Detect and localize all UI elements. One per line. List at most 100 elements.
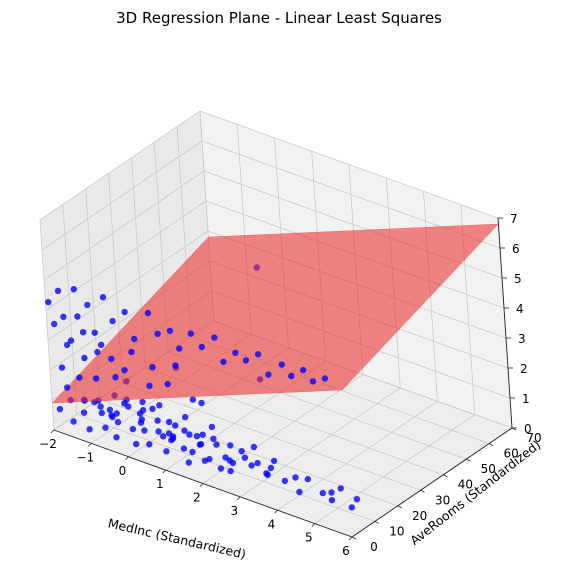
x-tick-mark bbox=[162, 469, 167, 474]
grid-line-x-floor bbox=[202, 374, 364, 484]
scatter-point bbox=[197, 441, 205, 448]
grid-line-z-back bbox=[199, 110, 499, 219]
scatter-point bbox=[220, 358, 227, 365]
scatter-point bbox=[94, 348, 101, 356]
scatter-point bbox=[84, 301, 91, 309]
scatter-point bbox=[270, 457, 278, 465]
x-tick-label: 3 bbox=[230, 504, 238, 518]
y-tick-mark bbox=[374, 521, 380, 524]
scatter-point bbox=[337, 485, 344, 492]
scatter-point bbox=[63, 384, 71, 391]
scatter-point bbox=[241, 454, 249, 461]
scatter-point bbox=[319, 489, 326, 497]
scatter-point bbox=[328, 497, 336, 504]
scatter-point bbox=[163, 448, 170, 455]
scatter-point bbox=[76, 374, 83, 381]
scatter-point bbox=[138, 416, 145, 423]
scatter-point bbox=[154, 330, 161, 337]
scatter-point bbox=[155, 428, 162, 435]
scatter-point bbox=[56, 405, 64, 413]
scatter-point bbox=[79, 329, 87, 336]
x-tick-mark bbox=[311, 523, 316, 527]
scatter-point bbox=[92, 375, 100, 382]
grid-line-x-floor bbox=[277, 400, 438, 511]
scatter-point bbox=[86, 426, 93, 433]
x-tick-label: −2 bbox=[39, 437, 57, 451]
scatter-point bbox=[166, 327, 174, 334]
scatter-point bbox=[97, 403, 104, 410]
y-tick-mark bbox=[397, 505, 402, 509]
scatter-point bbox=[353, 496, 361, 503]
x-tick-label: 6 bbox=[342, 544, 350, 558]
scatter-point bbox=[58, 364, 66, 371]
x-tick-mark bbox=[125, 456, 129, 461]
scatter-point bbox=[321, 375, 329, 382]
scatter-point bbox=[81, 354, 88, 362]
scatter-point bbox=[106, 406, 114, 413]
scatter-point bbox=[198, 399, 205, 407]
scatter-point bbox=[254, 459, 261, 467]
scatter-point bbox=[172, 422, 179, 429]
x-tick-mark bbox=[199, 483, 204, 487]
grid-line-z-left bbox=[41, 140, 203, 251]
z-tick-label: 6 bbox=[512, 242, 520, 256]
scatter-point bbox=[54, 287, 62, 294]
scatter-point bbox=[139, 398, 146, 406]
y-tick-label: 40 bbox=[458, 478, 473, 492]
x-tick-mark bbox=[50, 429, 55, 434]
x-tick-mark bbox=[348, 536, 353, 541]
scatter-point bbox=[70, 418, 77, 425]
z-tick-label: 4 bbox=[516, 302, 524, 316]
scatter-point bbox=[80, 409, 88, 416]
scatter-point bbox=[265, 371, 272, 378]
scatter-point bbox=[156, 402, 163, 409]
scatter-point bbox=[141, 427, 148, 434]
scatter-point bbox=[227, 442, 234, 449]
scatter-point bbox=[328, 489, 335, 496]
scatter-point bbox=[146, 441, 153, 448]
scatter-point bbox=[232, 349, 239, 356]
z-axis-line bbox=[497, 217, 513, 429]
scatter-point bbox=[121, 400, 128, 407]
z-tick-label: 7 bbox=[510, 212, 518, 226]
y-tick-label: 20 bbox=[412, 509, 427, 523]
scatter-point bbox=[70, 286, 78, 293]
scatter-point bbox=[169, 435, 177, 442]
scatter-point bbox=[309, 378, 317, 385]
scatter-point bbox=[254, 351, 262, 358]
scatter-point bbox=[198, 343, 205, 351]
z-tick-label: 2 bbox=[520, 362, 528, 376]
x-tick-label: 5 bbox=[305, 531, 313, 545]
scatter-point bbox=[242, 357, 250, 364]
scatter-point bbox=[296, 488, 303, 496]
x-tick-mark bbox=[236, 496, 241, 501]
regression-plane bbox=[51, 223, 500, 404]
z-tick-label: 0 bbox=[524, 422, 532, 436]
y-tick-mark bbox=[420, 489, 425, 493]
scatter-point bbox=[187, 330, 194, 337]
scatter-point bbox=[208, 423, 216, 431]
y-tick-label: 70 bbox=[526, 431, 541, 445]
x-tick-label: 4 bbox=[268, 517, 276, 531]
scatter-point bbox=[51, 320, 58, 328]
grid-line-z-left bbox=[47, 230, 209, 341]
y-tick-label: 30 bbox=[435, 493, 450, 507]
x-axis-label: MedInc (Standardized) bbox=[107, 515, 248, 561]
scatter-point bbox=[248, 462, 255, 469]
scatter-point bbox=[189, 396, 197, 403]
scatter-point bbox=[304, 475, 311, 483]
scatter-point bbox=[102, 424, 109, 431]
y-tick-mark bbox=[351, 536, 357, 540]
scatter-point bbox=[63, 341, 71, 349]
scatter-point bbox=[278, 361, 285, 368]
scatter-point bbox=[98, 409, 106, 417]
scatter-point bbox=[292, 474, 299, 481]
scatter-point bbox=[348, 504, 355, 511]
scatter-point bbox=[185, 459, 192, 466]
scatter-point bbox=[165, 418, 173, 426]
x-tick-label: 0 bbox=[119, 464, 127, 478]
scatter-point bbox=[288, 372, 295, 380]
x-tick-label: −1 bbox=[76, 450, 94, 464]
